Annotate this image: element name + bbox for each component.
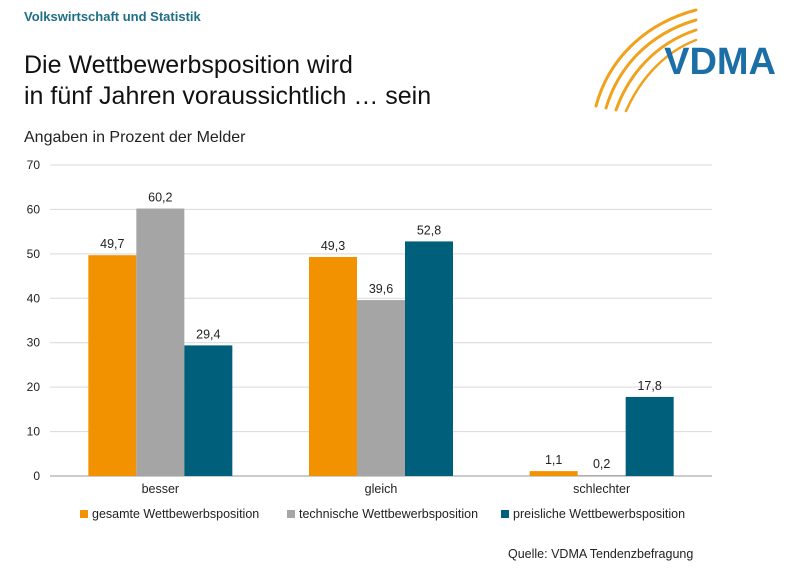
bar xyxy=(529,471,578,476)
x-tick-label: besser xyxy=(142,482,180,496)
y-tick-label: 10 xyxy=(27,425,41,439)
page-title: Die Wettbewerbsposition wird in fünf Jah… xyxy=(24,50,431,112)
data-label: 0,2 xyxy=(593,457,610,471)
data-label: 49,3 xyxy=(321,239,345,253)
y-tick-label: 60 xyxy=(27,202,41,216)
data-label: 1,1 xyxy=(545,453,562,467)
bar xyxy=(309,256,357,476)
page-title-line-2: in fünf Jahren voraussichtlich … sein xyxy=(24,82,432,110)
logo-swoosh-icon xyxy=(594,8,698,113)
source-note: Quelle: VDMA Tendenzbefragung xyxy=(508,547,694,561)
legend-label: gesamte Wettbewerbsposition xyxy=(92,507,259,521)
y-tick-label: 40 xyxy=(27,291,41,305)
data-label: 39,6 xyxy=(369,282,393,296)
legend-swatch xyxy=(501,510,509,518)
x-tick-label: schlechter xyxy=(573,482,630,496)
section-label: Volkswirtschaft und Statistik xyxy=(24,9,201,24)
y-tick-label: 30 xyxy=(27,336,41,350)
bar xyxy=(136,208,185,477)
bar xyxy=(577,475,626,476)
legend-swatch xyxy=(80,510,88,518)
y-tick-label: 50 xyxy=(27,247,41,261)
legend-swatch xyxy=(287,510,295,518)
data-label: 60,2 xyxy=(148,191,172,205)
data-label: 17,8 xyxy=(637,379,661,393)
bar xyxy=(357,300,405,476)
bar xyxy=(405,241,453,476)
chart-subtitle: Angaben in Prozent der Melder xyxy=(24,129,246,146)
legend-label: technische Wettbewerbsposition xyxy=(299,507,478,521)
y-tick-label: 20 xyxy=(27,380,41,394)
bar xyxy=(88,255,137,476)
data-label: 29,4 xyxy=(196,327,220,341)
bar xyxy=(184,345,233,476)
vdma-logo: VDMA xyxy=(594,8,776,113)
data-label: 49,7 xyxy=(100,237,124,251)
y-tick-label: 0 xyxy=(33,469,40,483)
legend-label: preisliche Wettbewerbsposition xyxy=(513,507,685,521)
bar xyxy=(625,396,674,476)
y-tick-label: 70 xyxy=(27,158,41,172)
logo-text: VDMA xyxy=(664,41,776,83)
x-tick-label: gleich xyxy=(365,482,398,496)
page-title-line-1: Die Wettbewerbsposition wird xyxy=(24,51,353,79)
data-label: 52,8 xyxy=(417,223,441,237)
